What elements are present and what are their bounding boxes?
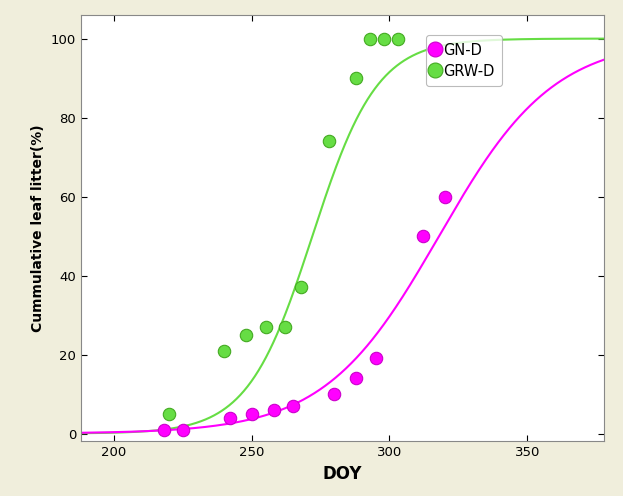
GRW-D [379, 35, 389, 43]
GRW-D [297, 283, 307, 291]
GRW-D [241, 331, 251, 339]
GRW-D [365, 35, 375, 43]
GN-D [440, 192, 450, 200]
GN-D [247, 410, 257, 418]
GN-D [288, 402, 298, 410]
GRW-D [392, 35, 402, 43]
GRW-D [164, 410, 174, 418]
GRW-D [351, 74, 361, 82]
X-axis label: DOY: DOY [323, 465, 363, 483]
GN-D [225, 414, 235, 422]
GN-D [330, 390, 340, 398]
GN-D [159, 426, 169, 434]
GN-D [178, 426, 188, 434]
GRW-D [324, 137, 334, 145]
GRW-D [260, 323, 270, 331]
GRW-D [219, 347, 229, 355]
GN-D [351, 374, 361, 382]
GN-D [417, 232, 427, 240]
Y-axis label: Cummulative leaf litter(%): Cummulative leaf litter(%) [31, 124, 45, 332]
GN-D [269, 406, 278, 414]
GRW-D [280, 323, 290, 331]
GN-D [371, 355, 381, 363]
Legend: GN-D, GRW-D: GN-D, GRW-D [426, 35, 502, 86]
